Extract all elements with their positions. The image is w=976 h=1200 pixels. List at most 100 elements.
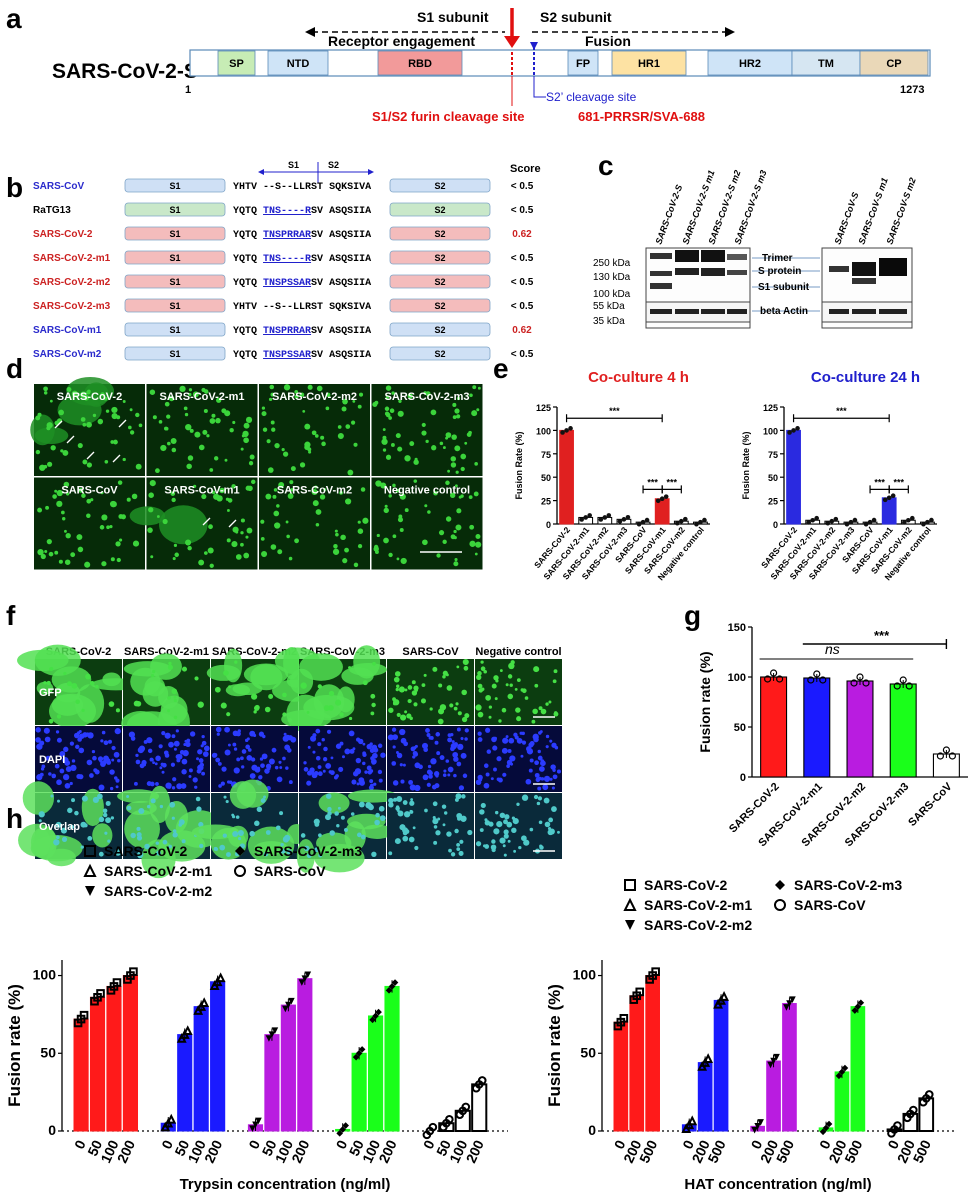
s1-box xyxy=(124,250,226,265)
fusion-label: Fusion xyxy=(585,33,631,49)
data-point xyxy=(602,515,608,520)
cell xyxy=(266,439,271,444)
cell xyxy=(428,774,433,779)
band xyxy=(650,309,672,314)
cell xyxy=(447,773,451,777)
bar xyxy=(193,1006,209,1132)
cell xyxy=(492,745,498,751)
cell xyxy=(353,562,359,568)
cell xyxy=(111,412,118,420)
bar xyxy=(280,1004,296,1132)
cell xyxy=(434,783,440,789)
cell xyxy=(207,547,214,554)
lane-label: SARS-CoV-2-S xyxy=(653,183,684,245)
y-tick-label: 50 xyxy=(40,1044,56,1060)
cell xyxy=(382,428,386,432)
cell xyxy=(449,703,454,708)
y-tick-label: 75 xyxy=(768,450,778,460)
cell xyxy=(62,517,66,521)
furin-site-sequence: 681-PRRSR/SVA-688 xyxy=(578,109,705,124)
cell xyxy=(185,741,191,748)
cell xyxy=(222,833,227,838)
cell xyxy=(333,544,338,549)
legend-marker xyxy=(84,845,96,857)
cell xyxy=(193,484,197,488)
cell xyxy=(413,751,419,757)
marker-55: 55 kDa xyxy=(593,301,625,312)
cell xyxy=(551,806,557,812)
cell xyxy=(442,446,446,450)
sequence-part: SV xyxy=(311,326,323,337)
cell-cluster xyxy=(141,839,176,879)
cell-cluster xyxy=(34,427,69,445)
cell xyxy=(219,487,225,494)
cell xyxy=(156,850,162,856)
cell xyxy=(304,444,310,451)
data-point xyxy=(814,515,819,521)
legend-marker xyxy=(751,1126,758,1134)
marker-100: 100 kDa xyxy=(593,289,631,300)
cell xyxy=(285,766,289,770)
cell xyxy=(338,766,344,772)
cell xyxy=(482,844,486,848)
cell xyxy=(174,552,179,558)
legend-marker xyxy=(358,1046,366,1053)
cell xyxy=(466,432,472,437)
cell xyxy=(402,835,409,842)
legend-marker xyxy=(282,1005,289,1013)
cell xyxy=(246,754,253,761)
cell xyxy=(185,539,192,546)
cell xyxy=(450,462,457,468)
cell xyxy=(136,835,143,841)
cell xyxy=(75,744,80,750)
data-point xyxy=(787,430,792,435)
s1-arrow-label: S1 xyxy=(288,160,299,170)
cell xyxy=(476,674,482,680)
cell xyxy=(326,793,332,799)
data-point xyxy=(636,521,642,527)
cell xyxy=(315,509,322,515)
cell xyxy=(350,420,356,425)
cell xyxy=(366,743,373,750)
cell xyxy=(337,806,341,810)
cell xyxy=(460,736,464,741)
cell xyxy=(133,781,138,786)
cell xyxy=(425,391,431,397)
cell xyxy=(173,695,177,699)
cell xyxy=(525,778,532,785)
micro-dapi xyxy=(387,726,474,792)
cell xyxy=(243,552,250,559)
cell xyxy=(274,522,281,529)
cell xyxy=(455,470,459,474)
cell xyxy=(475,541,482,548)
data-point xyxy=(819,676,827,684)
cell xyxy=(220,781,225,786)
cell xyxy=(545,702,549,706)
cell xyxy=(537,755,543,761)
cell xyxy=(126,794,130,798)
micro-tile-label: SARS-CoV-2-m2 xyxy=(272,391,357,403)
band xyxy=(701,268,725,276)
legend-marker xyxy=(304,971,312,979)
bar xyxy=(803,677,831,778)
data-point xyxy=(698,519,703,525)
cell xyxy=(54,489,58,493)
cell xyxy=(523,839,530,846)
cell xyxy=(310,735,317,742)
cell xyxy=(114,728,121,735)
cell xyxy=(43,681,47,685)
cell xyxy=(67,807,73,814)
legend-marker xyxy=(851,1007,859,1014)
cell xyxy=(357,528,364,534)
cell xyxy=(240,518,245,523)
cell xyxy=(280,842,284,847)
cell xyxy=(241,749,247,754)
s2-box-label: S2 xyxy=(434,229,445,239)
cell xyxy=(161,770,165,774)
cell xyxy=(357,544,363,549)
marker-35: 35 kDa xyxy=(593,316,625,327)
cell xyxy=(344,748,351,755)
arrow-marker xyxy=(66,435,75,444)
cell xyxy=(503,833,509,839)
